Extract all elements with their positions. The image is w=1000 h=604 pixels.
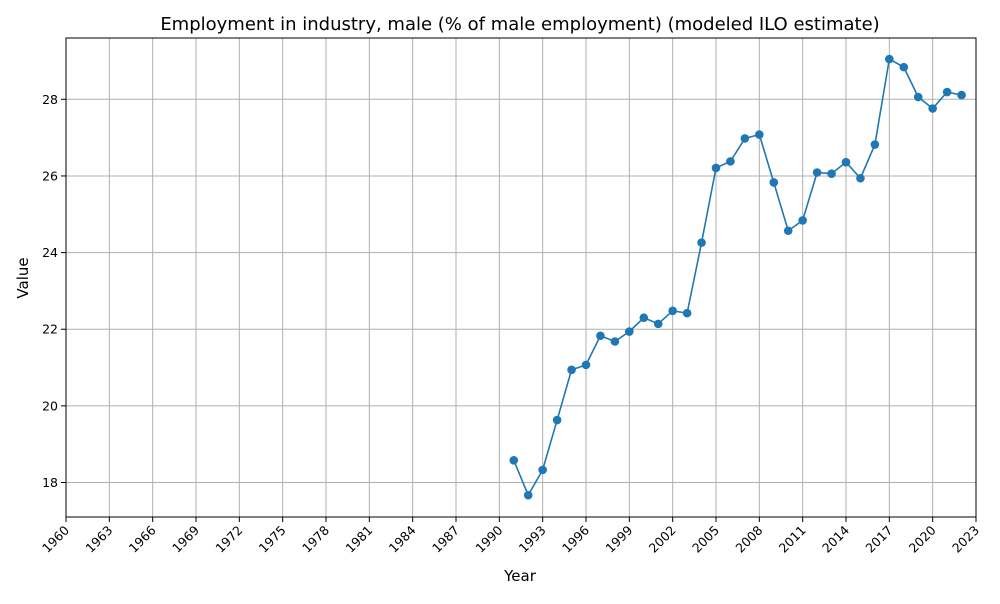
- x-tick-label: 2014: [819, 522, 852, 555]
- data-point: [523, 490, 533, 500]
- y-tick-label: 20: [42, 398, 58, 413]
- y-tick-label: 22: [42, 322, 58, 337]
- data-point: [942, 87, 952, 97]
- data-point: [899, 62, 909, 72]
- x-tick-label: 1963: [82, 523, 115, 556]
- data-point: [538, 465, 547, 475]
- x-tick-label: 1966: [126, 522, 159, 555]
- x-tick-label: 1972: [212, 523, 245, 556]
- data-point: [856, 173, 865, 183]
- data-point: [841, 157, 851, 167]
- data-point: [552, 415, 562, 425]
- data-point: [610, 337, 620, 346]
- data-point: [653, 319, 663, 329]
- data-point: [509, 455, 519, 465]
- x-axis-label: Year: [503, 567, 537, 585]
- x-tick-label: 1960: [39, 522, 72, 555]
- data-point: [726, 157, 735, 166]
- data-point: [711, 163, 721, 173]
- x-tick-label: 2008: [732, 522, 765, 555]
- x-tick-label: 2002: [646, 523, 679, 556]
- data-point: [913, 92, 923, 102]
- data-point: [596, 331, 605, 341]
- x-tick-label: 1990: [472, 522, 505, 555]
- data-point: [870, 140, 880, 149]
- x-tick-label: 2020: [906, 522, 939, 555]
- ticks: 1960 1963 1966 1969 1972 1975 1978 1981 1984 1987…: [39, 92, 982, 556]
- y-tick-label: 18: [42, 475, 58, 490]
- y-tick-label: 28: [42, 92, 58, 107]
- data-point: [885, 54, 894, 64]
- data-point: [682, 308, 692, 318]
- data-point: [957, 90, 966, 100]
- x-tick-label: 1981: [342, 523, 375, 556]
- y-axis-label: Value: [14, 257, 32, 298]
- x-tick-label: 2017: [862, 523, 895, 556]
- series-line: [513, 57, 962, 497]
- data-point: [827, 169, 836, 178]
- data-point: [639, 313, 649, 323]
- x-tick-label: 1987: [429, 523, 462, 556]
- x-tick-label: 2005: [689, 523, 722, 556]
- data-point: [769, 178, 779, 187]
- x-tick-label: 1984: [386, 522, 419, 555]
- x-tick-label: 1993: [516, 523, 549, 556]
- data-point: [697, 238, 706, 247]
- grid: [65, 38, 977, 517]
- y-tick-label: 26: [42, 168, 58, 183]
- x-tick-label: 1969: [169, 522, 202, 555]
- chart-title: Employment in industry, male (% of male …: [160, 14, 879, 35]
- data-point: [625, 327, 634, 336]
- data-point: [581, 360, 591, 370]
- x-tick-label: 1996: [559, 522, 592, 555]
- x-tick-label: 1975: [256, 523, 289, 556]
- data-point: [567, 365, 576, 375]
- x-tick-label: 2023: [949, 523, 982, 556]
- data-point: [740, 134, 750, 143]
- y-tick-label: 24: [42, 245, 58, 260]
- data-point: [783, 226, 793, 236]
- series-layer: [509, 54, 966, 500]
- data-point: [812, 168, 822, 177]
- x-tick-label: 1999: [602, 522, 635, 555]
- x-tick-label: 1978: [299, 522, 332, 555]
- plot-area-frame: [65, 37, 977, 518]
- data-point: [755, 130, 764, 139]
- data-point: [798, 216, 807, 225]
- data-point: [668, 306, 677, 316]
- x-tick-label: 2011: [776, 523, 809, 556]
- data-point: [928, 104, 937, 113]
